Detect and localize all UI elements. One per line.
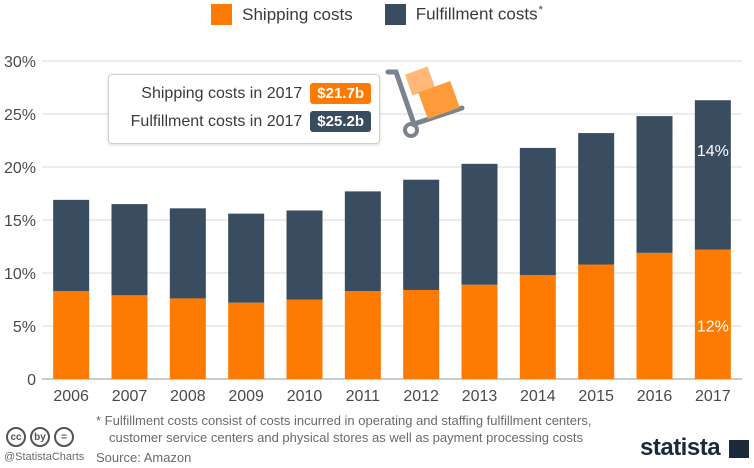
twitter-handle[interactable]: @StatistaCharts <box>4 451 85 463</box>
x-tick-label: 2011 <box>346 388 381 405</box>
bar-fulfillment-2008[interactable] <box>169 208 206 299</box>
bar-shipping-2008[interactable] <box>169 298 206 379</box>
bar-fulfillment-2006[interactable] <box>53 199 90 292</box>
x-tick-label: 2016 <box>637 388 673 405</box>
bar-shipping-2011[interactable] <box>344 291 381 379</box>
no-derivatives-icon[interactable]: = <box>54 427 74 447</box>
bar-shipping-2017[interactable] <box>694 249 731 379</box>
x-tick-label: 2014 <box>520 388 556 405</box>
callout-box: Shipping costs in 2017 $21.7b Fulfillmen… <box>108 74 380 144</box>
callout-row-shipping: Shipping costs in 2017 $21.7b <box>141 83 371 104</box>
bar-shipping-2014[interactable] <box>519 275 556 379</box>
y-tick-label: 25% <box>4 107 36 124</box>
callout-shipping-text: Shipping costs in 2017 <box>141 84 303 102</box>
bar-fulfillment-2016[interactable] <box>636 116 673 253</box>
bar-shipping-2012[interactable] <box>403 289 440 379</box>
legend: Shipping costs Fulfillment costs* <box>0 4 754 25</box>
callout-fulfillment-value: $25.2b <box>310 111 371 132</box>
x-tick-label: 2007 <box>112 388 148 405</box>
y-tick-label: 30% <box>4 54 36 71</box>
bar-shipping-2006[interactable] <box>53 291 90 379</box>
footnote-line-1: * Fulfillment costs consist of costs inc… <box>96 413 592 428</box>
x-tick-label: 2010 <box>287 388 323 405</box>
y-tick-label: 20% <box>4 160 36 177</box>
bar-fulfillment-2009[interactable] <box>228 213 265 303</box>
y-tick-label: 10% <box>4 266 36 283</box>
bar-fulfillment-2011[interactable] <box>344 191 381 292</box>
bar-shipping-2013[interactable] <box>461 284 498 379</box>
legend-label-shipping: Shipping costs <box>242 4 353 24</box>
bar-fulfillment-2012[interactable] <box>403 179 440 290</box>
bar-shipping-2009[interactable] <box>228 302 265 379</box>
x-tick-label: 2012 <box>403 388 439 405</box>
bar-fulfillment-2010[interactable] <box>286 210 323 300</box>
cart-icon <box>385 66 465 138</box>
bar-shipping-2010[interactable] <box>286 299 323 380</box>
legend-item-shipping[interactable]: Shipping costs <box>211 4 353 25</box>
bar-fulfillment-2017[interactable] <box>694 100 731 250</box>
statista-logo-icon <box>729 440 749 458</box>
data-label: 14% <box>697 143 729 160</box>
x-tick-label: 2008 <box>170 388 206 405</box>
bar-shipping-2007[interactable] <box>111 295 148 379</box>
callout-shipping-value: $21.7b <box>310 83 371 104</box>
legend-swatch-fulfillment <box>384 4 406 25</box>
footnote: * Fulfillment costs consist of costs inc… <box>96 412 591 446</box>
bar-fulfillment-2015[interactable] <box>578 133 615 265</box>
callout-row-fulfillment: Fulfillment costs in 2017 $25.2b <box>131 111 371 132</box>
x-tick-label: 2015 <box>578 388 614 405</box>
bars <box>53 100 731 379</box>
y-tick-label: 0 <box>27 372 36 389</box>
footnote-line-2: customer service centers and physical st… <box>109 430 583 445</box>
source-text: Source: Amazon <box>96 450 192 465</box>
bar-fulfillment-2007[interactable] <box>111 204 148 296</box>
license-icons: cc by = <box>6 427 74 447</box>
x-tick-label: 2017 <box>695 388 731 405</box>
statista-logo[interactable]: statista <box>640 434 721 461</box>
legend-label-fulfillment: Fulfillment costs <box>415 4 538 24</box>
bar-shipping-2015[interactable] <box>578 264 615 379</box>
axis-labels: 0 5% 10% 15% 20% 25% 30% 2006 2007 2008 2009 2010 20… <box>4 54 731 405</box>
y-tick-label: 5% <box>13 319 36 336</box>
bar-shipping-2016[interactable] <box>636 252 673 379</box>
bar-fulfillment-2013[interactable] <box>461 163 498 285</box>
y-tick-label: 15% <box>4 213 36 230</box>
legend-item-fulfillment[interactable]: Fulfillment costs* <box>384 4 543 25</box>
callout-fulfillment-text: Fulfillment costs in 2017 <box>130 112 303 130</box>
x-tick-label: 2013 <box>462 388 498 405</box>
attribution-icon[interactable]: by <box>30 427 50 447</box>
cc-icon[interactable]: cc <box>6 427 26 447</box>
legend-swatch-shipping <box>211 4 233 25</box>
x-tick-label: 2006 <box>53 388 89 405</box>
data-label: 12% <box>697 318 729 335</box>
bar-fulfillment-2014[interactable] <box>519 147 556 276</box>
x-tick-label: 2009 <box>228 388 264 405</box>
legend-footnote-marker: * <box>538 4 543 17</box>
